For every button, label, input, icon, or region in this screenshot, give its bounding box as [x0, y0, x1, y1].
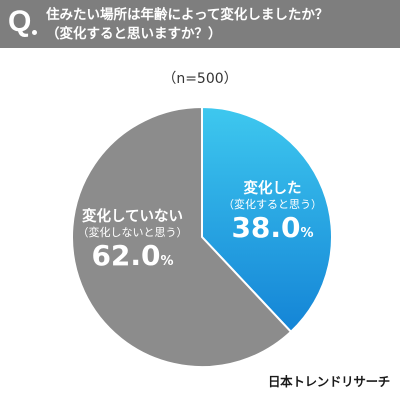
slice-value-unchanged: 62.0% [70, 240, 195, 278]
pie-slice-changed [201, 106, 333, 333]
slice-sublabel-unchanged: （変化しないと思う） [77, 226, 188, 239]
question-header: Q 住みたい場所は年齢によって変化しましたか？ （変化すると思いますか？） [0, 0, 400, 48]
brand-logo-text: 日本トレンドリサーチ [267, 374, 390, 389]
slice-label-unchanged: 変化していない （変化しないと思う） 62.0% [70, 208, 195, 278]
pie-slice-unchanged [71, 106, 292, 368]
slice-value-number-unchanged: 62.0 [91, 239, 161, 272]
question-line-1: 住みたい場所は年齢によって変化しましたか？ [46, 7, 329, 23]
slice-value-number-changed: 38.0 [231, 211, 301, 244]
q-mark: Q [8, 5, 32, 38]
slice-value-changed: 38.0% [215, 212, 330, 250]
slice-label-changed: 変化した （変化すると思う） 38.0% [215, 180, 330, 250]
percent-unit: % [300, 226, 314, 241]
q-dot [32, 30, 37, 35]
sample-size-label: （n=500） [162, 71, 238, 87]
percent-unit: % [160, 254, 174, 269]
question-line-2: （変化すると思いますか？） [46, 26, 222, 42]
slice-sublabel-changed: （変化すると思う） [223, 198, 322, 211]
slice-title-changed: 変化した [243, 181, 302, 197]
slice-title-unchanged: 変化していない [81, 209, 184, 225]
